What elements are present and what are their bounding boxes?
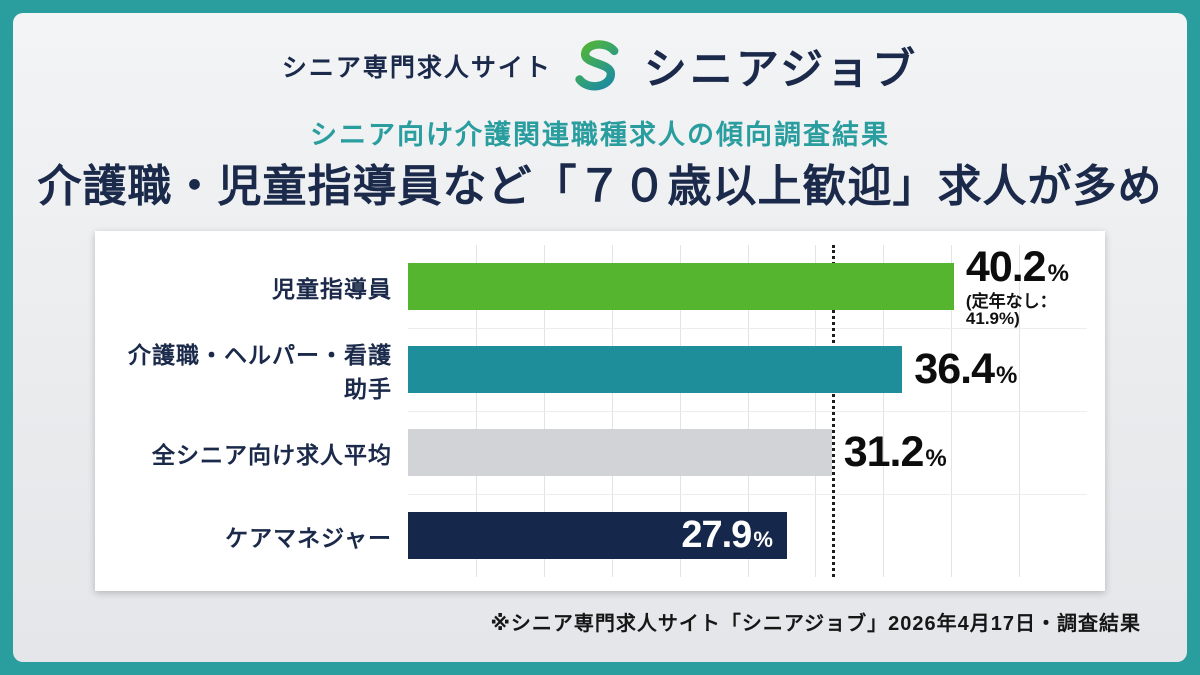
value-note: (定年なし：41.9%): [965, 292, 1057, 329]
subtitle: シニア向け介護関連職種求人の傾向調査結果: [310, 120, 890, 150]
bar: [408, 346, 903, 394]
value-number: 40.2: [965, 243, 1047, 292]
infographic-card: シニア専門求人サイト シニアジョブ シニア向け介護関連職種求人の傾向調査結果 介…: [13, 13, 1187, 662]
value-number: 31.2: [843, 428, 925, 477]
site-label: シニア専門求人サイト: [281, 54, 552, 82]
value-number: 27.9: [681, 514, 752, 557]
footnote: ※シニア専門求人サイト「シニアジョブ」2026年4月17日・調査結果: [490, 613, 1141, 636]
reference-line: [831, 245, 835, 578]
chart-row: 介護職・ヘルパー・看護助手 36.4 %: [113, 328, 1087, 411]
chart-row: ケアマネジャー 27.9 %: [113, 494, 1087, 577]
bar-label: 児童指導員: [272, 275, 392, 302]
chart-panel: 児童指導員 40.2 % (定年なし：41.9%) 介護職・ヘルパー・看護助手: [95, 231, 1105, 592]
bar: [408, 263, 954, 311]
gridline-horizontal: [408, 494, 1087, 496]
page-title: 介護職・児童指導員など「７０歳以上歓迎」求人が多め: [37, 162, 1163, 211]
bar: 27.9 %: [408, 512, 787, 560]
gridline-horizontal: [408, 328, 1087, 330]
value-unit: %: [996, 362, 1018, 390]
bar-plot: 40.2 % (定年なし：41.9%): [408, 245, 1087, 328]
value-block: 31.2 %: [844, 431, 947, 474]
bar-label: ケアマネジャー: [225, 524, 392, 551]
chart-row: 全シニア向け求人平均 31.2 %: [113, 411, 1087, 494]
bar-label: 介護職・ヘルパー・看護助手: [128, 341, 392, 402]
bar: [408, 429, 832, 477]
bar-value: 27.9 %: [681, 514, 773, 557]
bar-plot: 36.4 %: [408, 328, 1087, 411]
value-unit: %: [925, 445, 947, 473]
bar-plot: 27.9 %: [408, 494, 1087, 577]
brand-name: シニアジョブ: [643, 46, 919, 94]
gridline-horizontal: [408, 411, 1087, 413]
bar-value: 36.4 %: [914, 348, 1017, 391]
bar-label: 全シニア向け求人平均: [152, 441, 392, 468]
value-block: 36.4 %: [914, 348, 1017, 391]
bar-value: 31.2 %: [844, 431, 947, 474]
value-unit: %: [753, 527, 773, 553]
plot-grid: [408, 245, 1087, 578]
bar-chart: 児童指導員 40.2 % (定年なし：41.9%) 介護職・ヘルパー・看護助手: [113, 245, 1087, 577]
seniorjob-logo-icon: [570, 38, 626, 94]
header: シニア専門求人サイト シニアジョブ: [13, 35, 1187, 97]
value-number: 36.4: [914, 345, 995, 394]
bar-value: 40.2 %: [966, 246, 1087, 289]
value-unit: %: [1047, 260, 1069, 288]
bar-plot: 31.2 %: [408, 411, 1087, 494]
value-block: 40.2 % (定年なし：41.9%): [965, 246, 1087, 329]
chart-row: 児童指導員 40.2 % (定年なし：41.9%): [113, 245, 1087, 328]
